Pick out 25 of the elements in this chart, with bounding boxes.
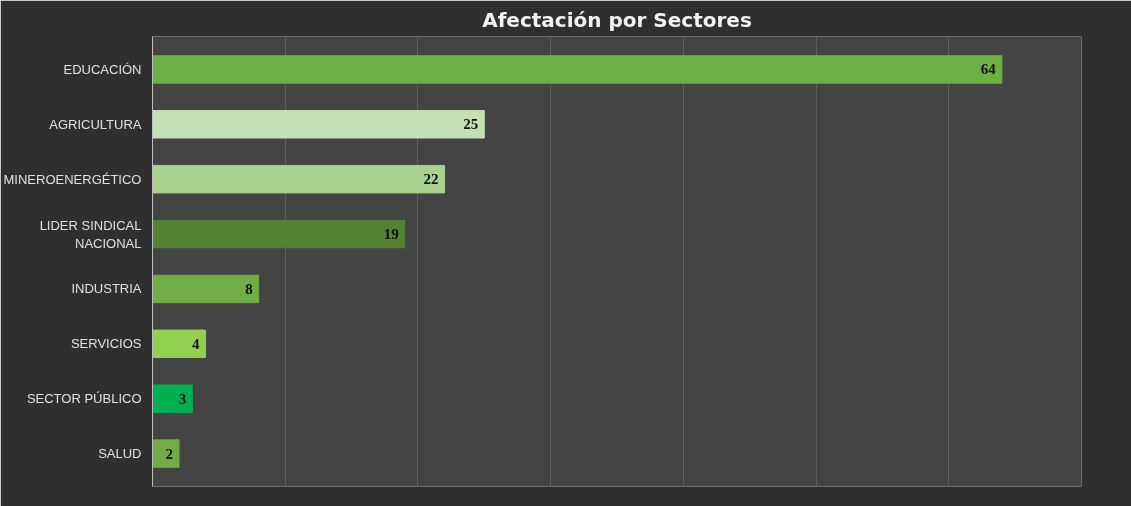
data-label: 2 [165,445,174,462]
bar [152,110,485,139]
y-tick-label: SECTOR PÚBLICO [26,391,142,407]
data-label: 19 [383,226,399,243]
data-label: 64 [980,61,997,78]
data-label: 4 [192,335,201,352]
bar [152,55,1003,84]
data-label: 8 [245,280,253,297]
data-label: 25 [463,116,479,133]
bar [152,384,193,413]
y-tick-label: AGRICULTURA [49,116,142,132]
y-tick-label: INDUSTRIA [71,281,142,297]
bar [152,219,406,249]
bar [152,274,260,304]
y-tick-label: EDUCACIÓN [63,61,142,77]
data-label: 3 [178,390,187,407]
chart-title: Afectación por Sectores [482,7,752,32]
y-tick-label: SERVICIOS [70,336,142,352]
y-tick-label: MINEROENERGÉTICO [3,171,142,187]
data-label: 22 [423,171,439,188]
bar [152,329,207,359]
y-tick-label: SALUD [98,446,142,462]
y-tick-label: LIDER SINDICAL NACIONAL [39,217,142,251]
bar [152,439,180,468]
bar [152,164,445,194]
